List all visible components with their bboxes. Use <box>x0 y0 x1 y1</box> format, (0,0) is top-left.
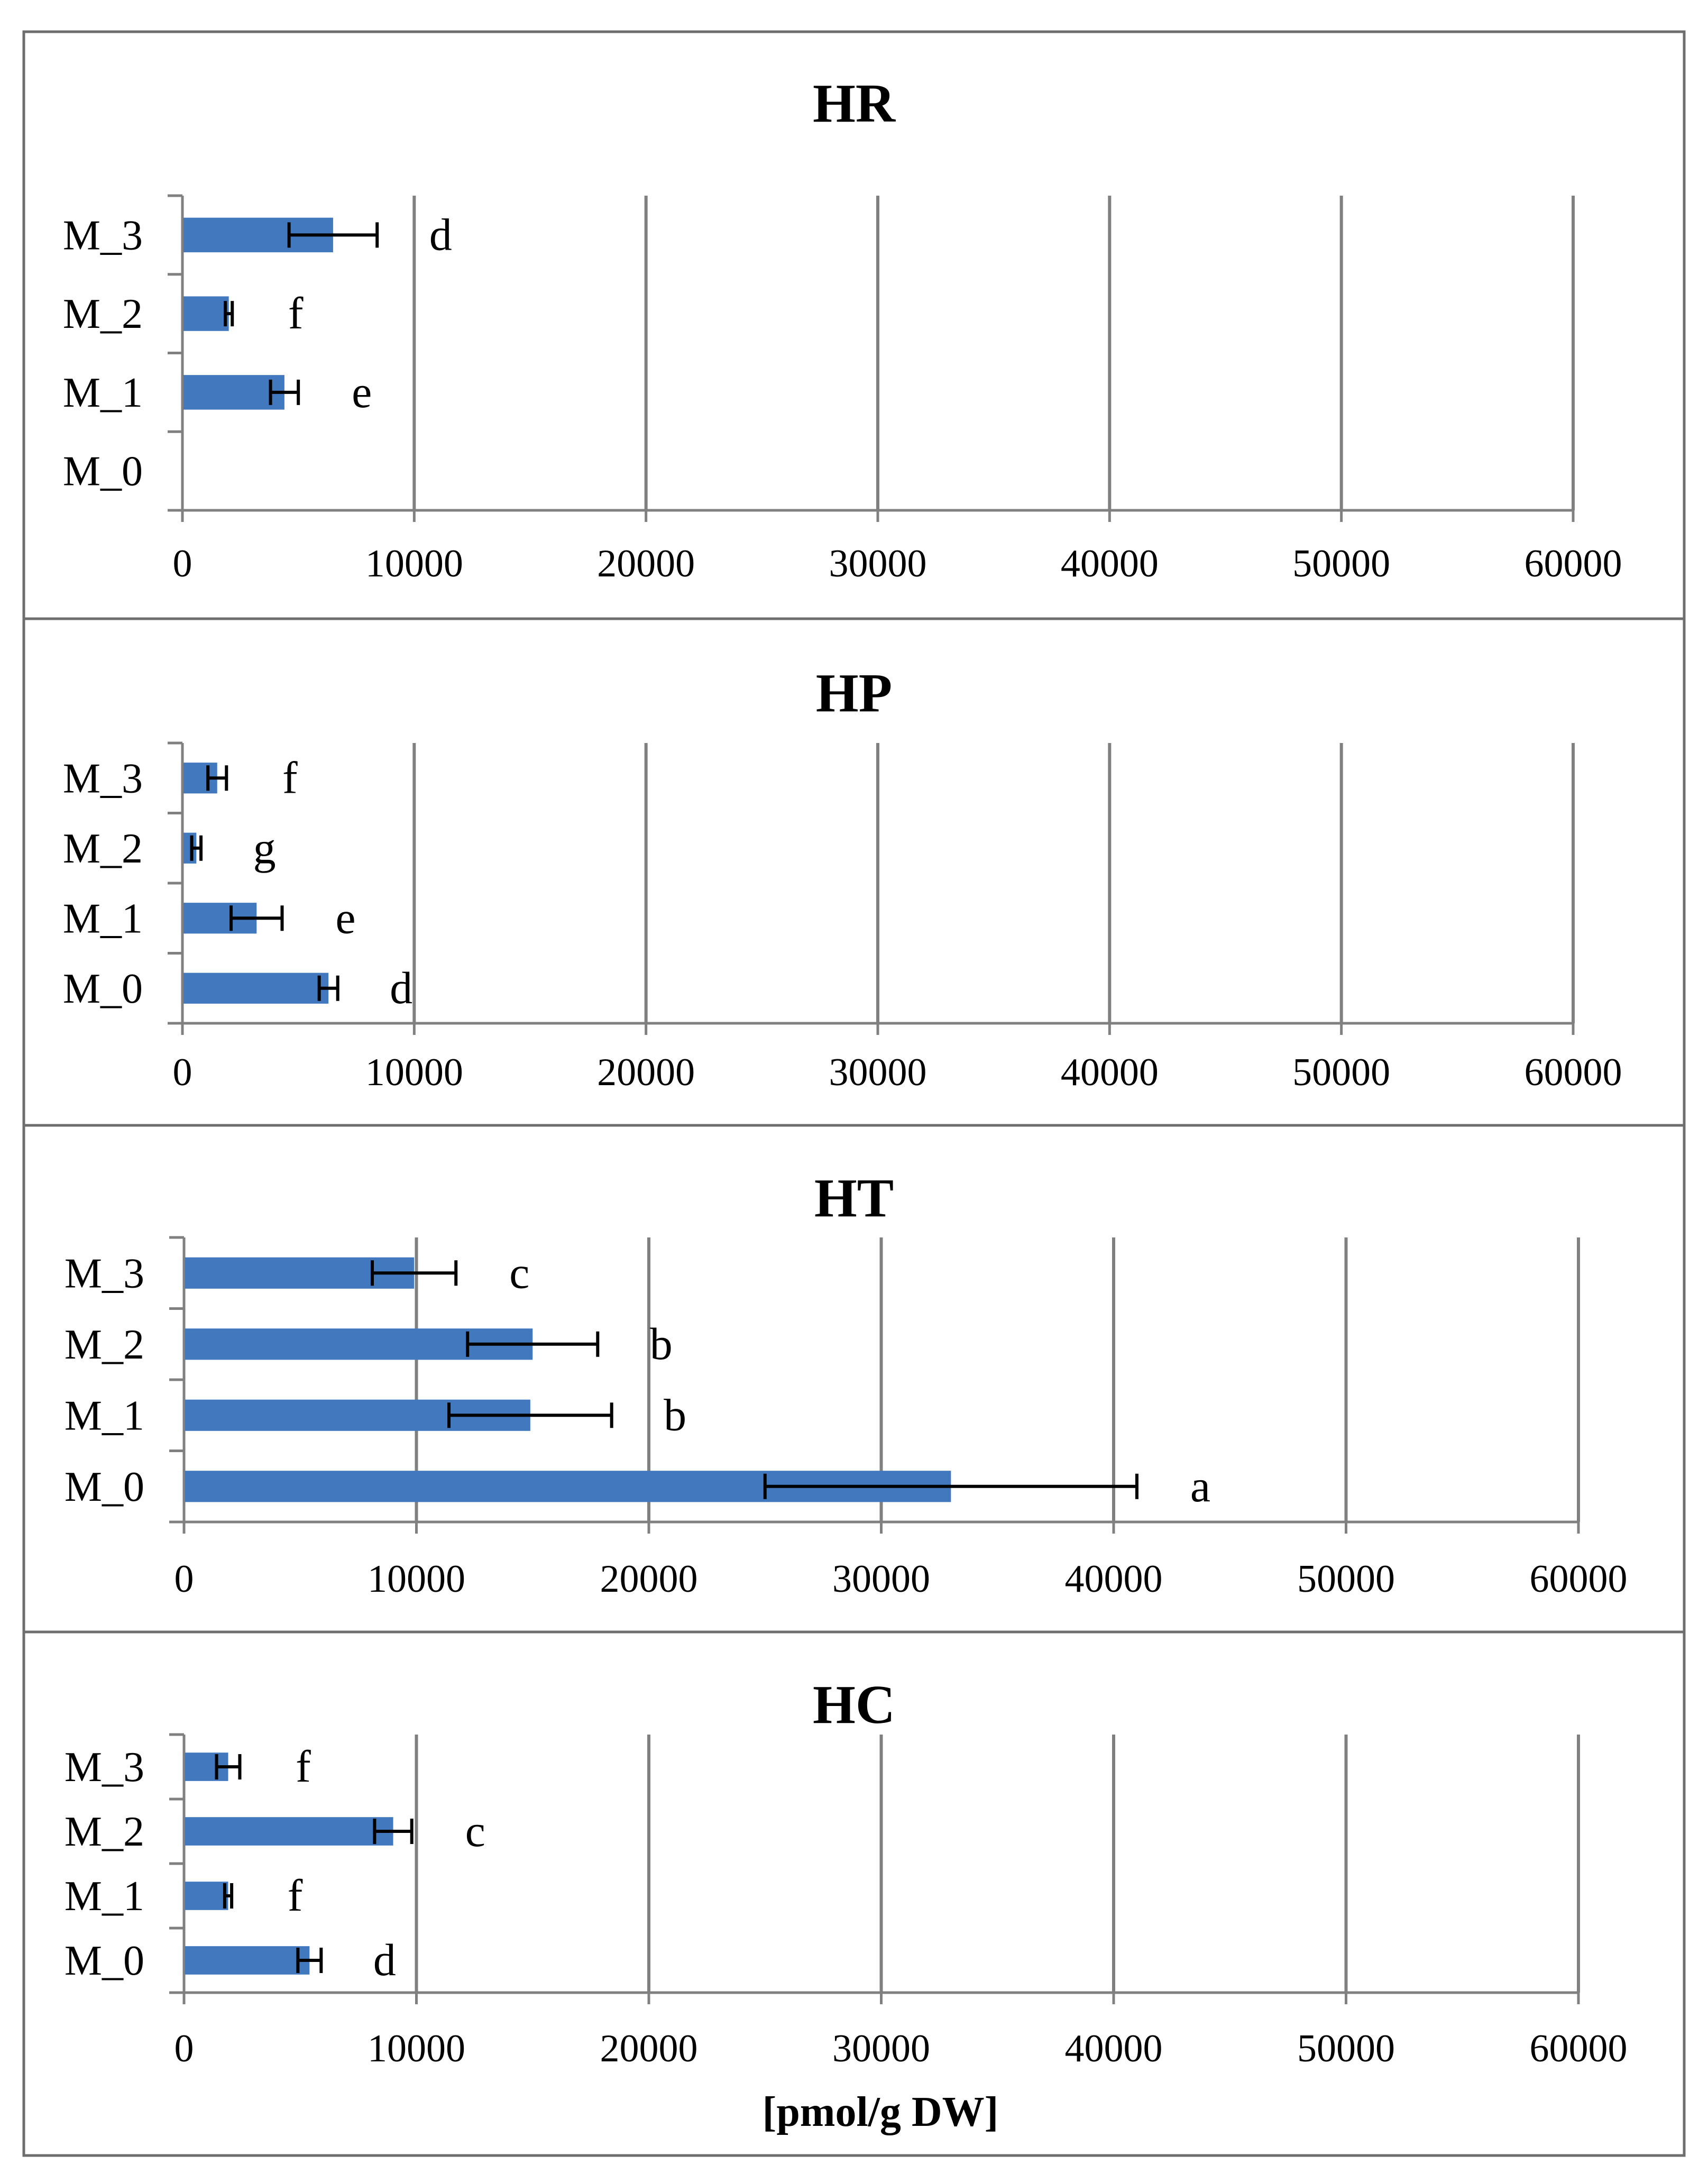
x-tick-label: 40000 <box>1065 1557 1163 1601</box>
significance-letter: f <box>296 1741 311 1792</box>
category-label: M_2 <box>65 1322 144 1368</box>
x-tick-label: 0 <box>175 2027 194 2070</box>
category-label: M_1 <box>63 370 143 416</box>
x-tick-label: 0 <box>173 542 192 585</box>
bar-m_1 <box>183 375 284 410</box>
x-tick-label: 60000 <box>1530 2027 1628 2070</box>
category-label: M_2 <box>65 1809 144 1855</box>
x-tick-label: 20000 <box>597 1051 695 1094</box>
category-label: M_1 <box>65 1873 144 1920</box>
chart-title: HC <box>813 1674 895 1735</box>
x-tick-label: 40000 <box>1061 1051 1159 1094</box>
x-tick-label: 10000 <box>365 542 463 585</box>
category-label: M_3 <box>63 755 143 802</box>
significance-letter: g <box>253 822 276 873</box>
x-tick-label: 0 <box>173 1051 192 1094</box>
category-label: M_0 <box>65 1938 144 1984</box>
x-tick-label: 50000 <box>1297 1557 1395 1601</box>
category-label: M_0 <box>63 966 143 1012</box>
x-tick-label: 30000 <box>829 542 927 585</box>
significance-letter: d <box>373 1934 396 1985</box>
x-axis-label: [pmol/g DW] <box>763 2089 999 2135</box>
category-label: M_0 <box>65 1464 144 1510</box>
x-tick-label: 60000 <box>1525 542 1622 585</box>
x-tick-label: 20000 <box>600 2027 698 2070</box>
bar-m_2 <box>185 1817 393 1846</box>
panel-frame <box>22 1630 1686 2157</box>
bar-m_2 <box>183 296 229 331</box>
x-tick-label: 60000 <box>1525 1051 1622 1094</box>
chart-title: HP <box>816 663 892 723</box>
chart-panel-hr: HR 0 10000 20000 30000 40000 50000 60000 M_0 M_1 e… <box>22 30 1686 620</box>
significance-letter: e <box>335 892 355 943</box>
category-label: M_2 <box>63 825 143 872</box>
bar-m_0 <box>185 1946 310 1975</box>
x-tick-label: 50000 <box>1292 542 1390 585</box>
x-tick-label: 60000 <box>1530 1557 1628 1601</box>
x-tick-label: 10000 <box>368 1557 465 1601</box>
category-label: M_3 <box>63 212 143 259</box>
x-tick-label: 30000 <box>832 1557 930 1601</box>
x-tick-label: 50000 <box>1297 2027 1395 2070</box>
bar-m_1 <box>185 1882 228 1910</box>
x-tick-label: 20000 <box>600 1557 698 1601</box>
significance-letter: b <box>664 1389 686 1440</box>
significance-letter: d <box>390 962 412 1013</box>
x-tick-label: 10000 <box>368 2027 465 2070</box>
category-label: M_3 <box>65 1250 144 1297</box>
category-label: M_1 <box>65 1392 144 1439</box>
x-tick-label: 30000 <box>832 2027 930 2070</box>
panel-frame <box>22 30 1686 620</box>
category-label: M_3 <box>65 1744 144 1791</box>
x-tick-label: 20000 <box>597 542 695 585</box>
significance-letter: c <box>509 1247 529 1298</box>
chart-panel-hc: HC 0 10000 20000 30000 40000 50000 60000 M_0 d M_1… <box>22 1630 1686 2157</box>
panel-frame <box>22 1124 1686 1634</box>
x-tick-label: 10000 <box>365 1051 463 1094</box>
chart-title: HT <box>814 1168 894 1228</box>
x-tick-label: 50000 <box>1292 1051 1390 1094</box>
x-tick-label: 40000 <box>1065 2027 1163 2070</box>
chart-panel-hp: HP 0 10000 20000 30000 40000 50000 60000 M_0 d M_1… <box>22 617 1686 1127</box>
x-tick-label: 40000 <box>1061 542 1159 585</box>
chart-title: HR <box>813 73 896 134</box>
category-label: M_2 <box>63 291 143 337</box>
significance-letter: a <box>1190 1461 1210 1511</box>
x-tick-label: 30000 <box>829 1051 927 1094</box>
significance-letter: b <box>650 1318 673 1369</box>
category-label: M_0 <box>63 448 143 495</box>
significance-letter: e <box>352 366 372 417</box>
significance-letter: f <box>288 288 304 338</box>
panel-frame <box>22 617 1686 1127</box>
chart-panel-ht: HT 0 10000 20000 30000 40000 50000 60000 M_0 a M_1… <box>22 1124 1686 1634</box>
category-label: M_1 <box>63 895 143 942</box>
significance-letter: c <box>465 1805 485 1856</box>
bar-m_0 <box>183 973 329 1004</box>
x-tick-label: 0 <box>175 1557 194 1601</box>
significance-letter: f <box>282 752 298 803</box>
significance-letter: d <box>429 209 452 260</box>
significance-letter: f <box>288 1870 303 1921</box>
